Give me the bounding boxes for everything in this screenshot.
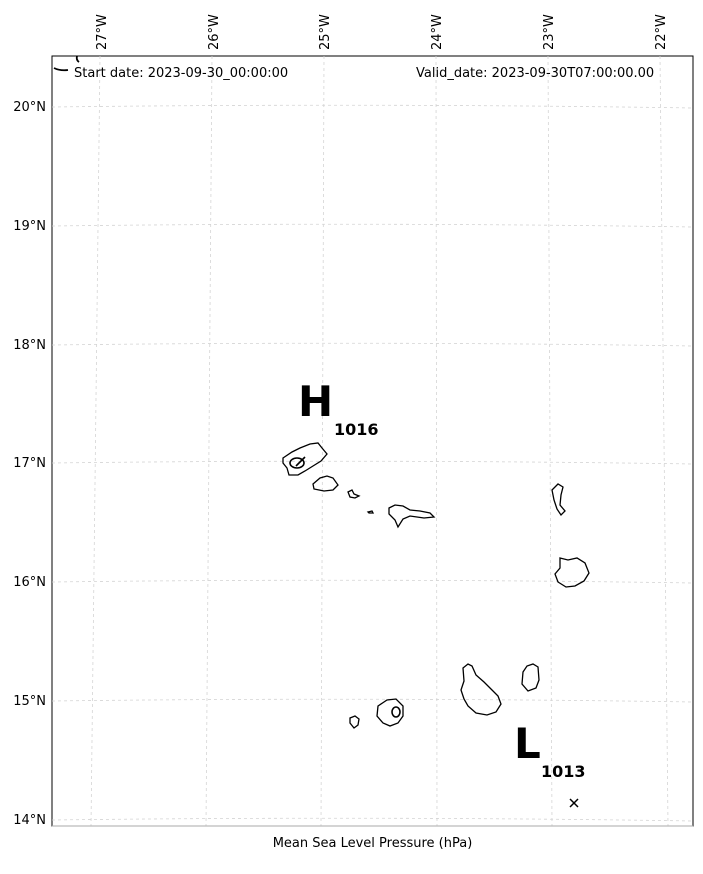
contour-high-stroke bbox=[295, 456, 306, 467]
parallel-14n bbox=[51, 817, 694, 822]
lon-label: 25°W bbox=[318, 14, 333, 50]
lat-label: 16°N bbox=[13, 575, 46, 590]
lon-label: 27°W bbox=[95, 14, 110, 50]
island-sal bbox=[551, 483, 566, 517]
lat-label: 17°N bbox=[13, 456, 46, 471]
map-frame bbox=[51, 55, 694, 827]
map-caption: Mean Sea Level Pressure (hPa) bbox=[272, 836, 473, 851]
lat-label: 15°N bbox=[13, 694, 46, 709]
contour-fragment bbox=[53, 55, 80, 72]
start-date-label: Start date: 2023-09-30_00:00:00 bbox=[74, 66, 289, 81]
parallel-18n bbox=[51, 342, 694, 347]
island-santa-luzia bbox=[347, 489, 361, 499]
parallel-16n bbox=[51, 579, 694, 584]
island-santo-antao bbox=[282, 442, 328, 476]
pressure-contours bbox=[289, 456, 401, 718]
latitude-labels: 20°N 19°N 18°N 17°N 16°N 15°N 14°N bbox=[13, 100, 46, 828]
meridian-25w bbox=[320, 55, 325, 827]
lat-label: 14°N bbox=[13, 813, 46, 828]
island-fogo bbox=[376, 698, 404, 727]
lon-label: 24°W bbox=[430, 14, 445, 50]
lon-label: 26°W bbox=[207, 14, 222, 50]
low-pressure-letter: L bbox=[514, 719, 541, 768]
meridian-26w bbox=[205, 55, 213, 827]
meridian-27w bbox=[90, 55, 101, 827]
lon-label: 23°W bbox=[542, 14, 557, 50]
island-sao-nicolau bbox=[388, 504, 436, 529]
lat-label: 19°N bbox=[13, 219, 46, 234]
lon-label: 22°W bbox=[654, 14, 669, 50]
longitude-labels: 27°W 26°W 25°W 24°W 23°W 22°W bbox=[95, 14, 669, 50]
low-center-marker bbox=[569, 798, 579, 808]
island-santiago bbox=[460, 663, 502, 716]
island-boa-vista bbox=[554, 557, 590, 588]
lat-label: 18°N bbox=[13, 338, 46, 353]
contour-high bbox=[289, 457, 305, 469]
meridian-23w bbox=[547, 55, 553, 827]
valid-date-label: Valid_date: 2023-09-30T07:00:00.00 bbox=[416, 66, 655, 81]
contour-fogo bbox=[391, 706, 401, 718]
lat-label: 20°N bbox=[13, 100, 46, 115]
meridian-24w bbox=[435, 55, 438, 827]
parallel-15n bbox=[51, 698, 694, 703]
high-pressure-value: 1016 bbox=[334, 420, 379, 439]
parallel-19n bbox=[51, 223, 694, 228]
high-pressure-letter: H bbox=[298, 377, 334, 426]
gridlines bbox=[51, 55, 694, 827]
island-sao-vicente bbox=[312, 475, 339, 492]
low-pressure-value: 1013 bbox=[541, 762, 586, 781]
parallel-20n bbox=[51, 104, 694, 109]
coastlines bbox=[282, 442, 590, 729]
island-maio bbox=[521, 663, 540, 692]
meridian-22w bbox=[659, 55, 669, 827]
parallel-17n bbox=[51, 460, 694, 465]
island-brava bbox=[349, 715, 360, 729]
islet-raso bbox=[366, 510, 375, 514]
